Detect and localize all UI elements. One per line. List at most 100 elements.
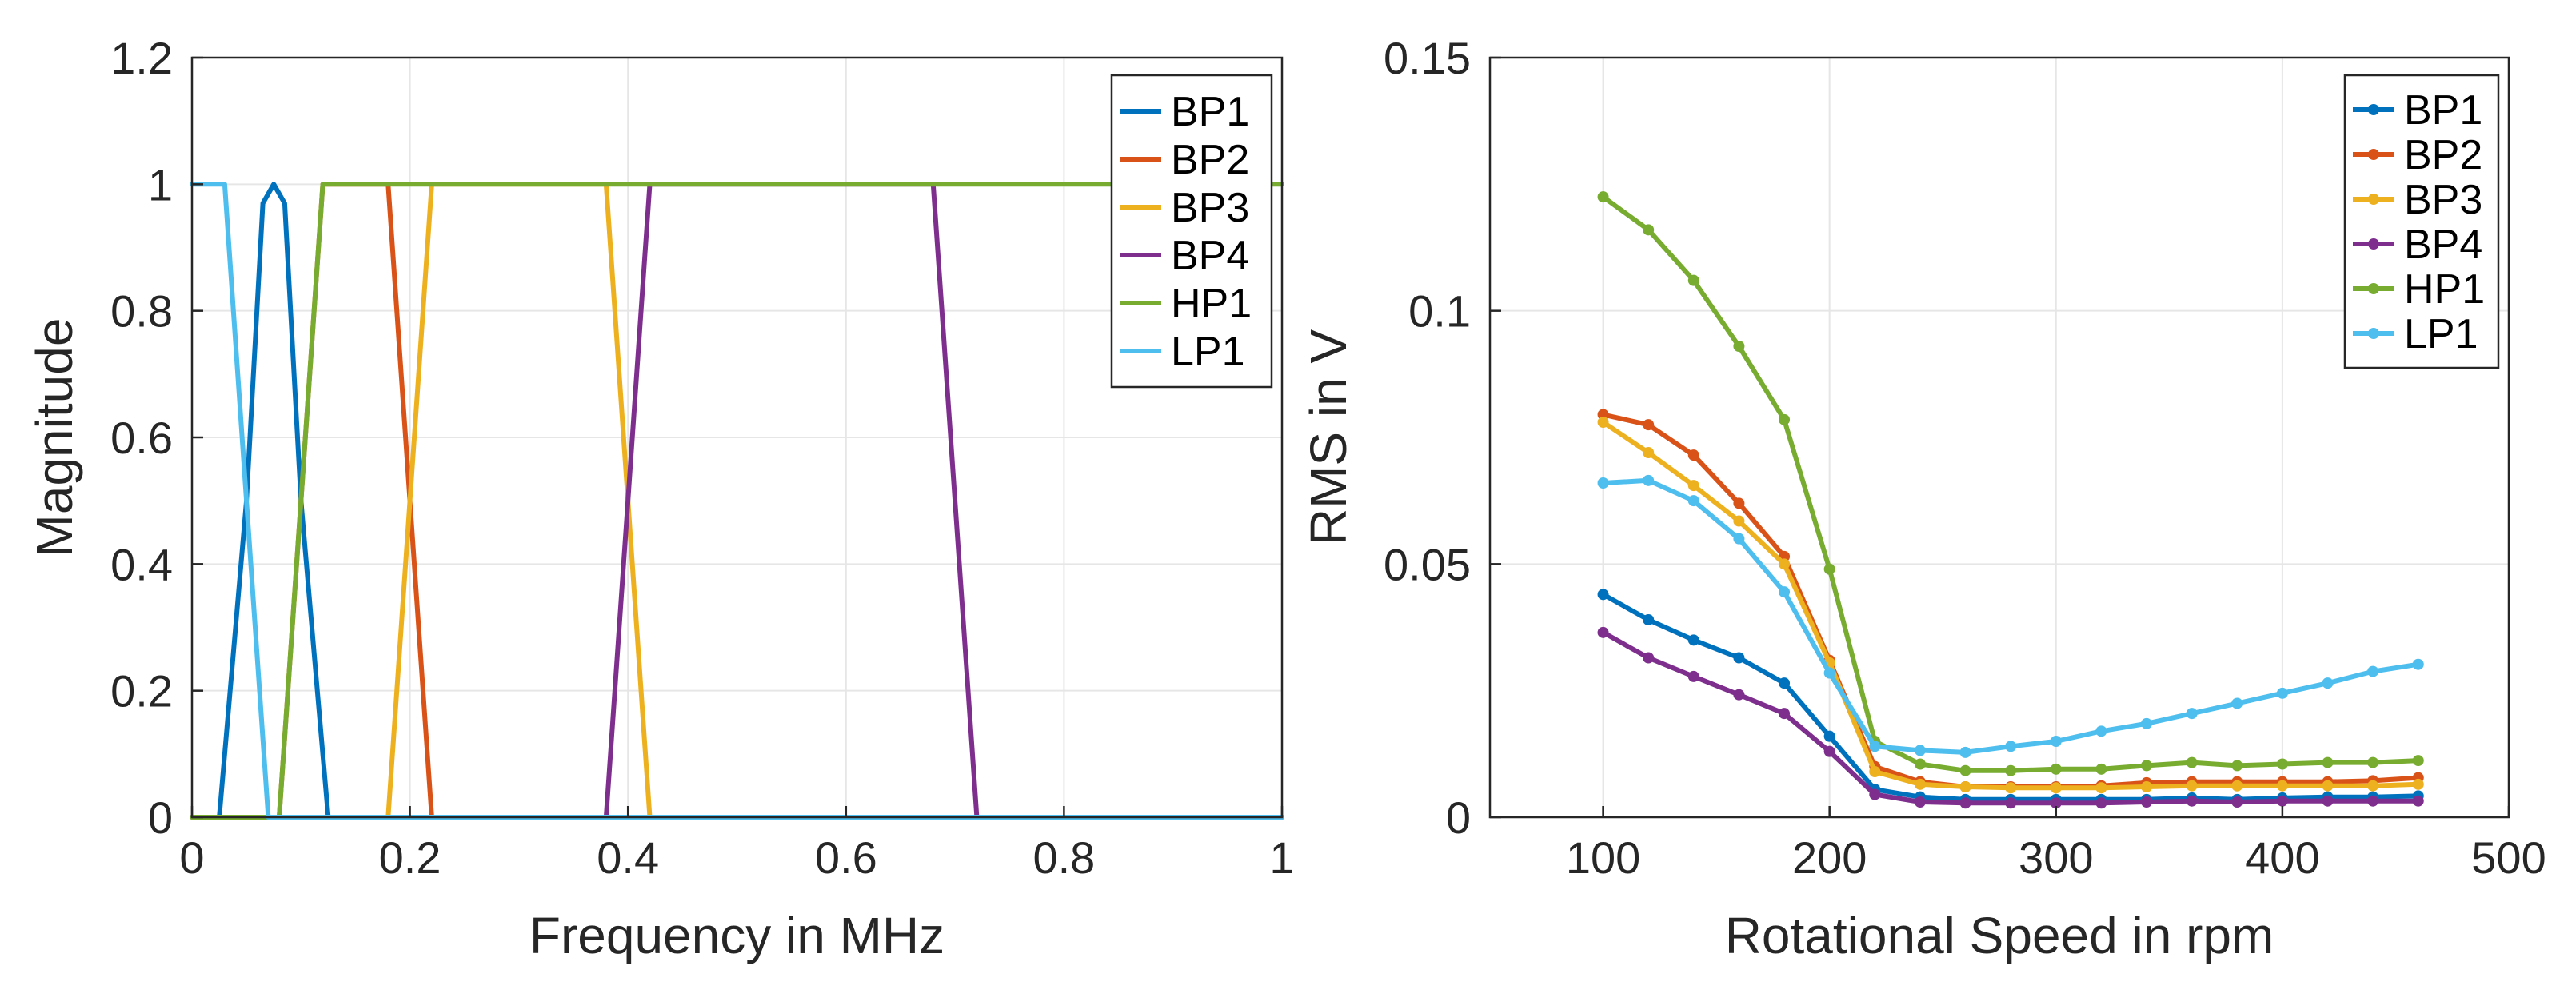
data-point-bp3 bbox=[1959, 781, 1971, 792]
x-tick-label: 200 bbox=[1792, 832, 1867, 883]
data-point-bp4 bbox=[1687, 670, 1699, 682]
data-point-hp1 bbox=[1643, 224, 1655, 236]
data-point-bp4 bbox=[1643, 652, 1655, 664]
data-point-lp1 bbox=[2367, 665, 2379, 677]
legend-marker-hp1 bbox=[2368, 283, 2379, 294]
legend-label-bp3: BP3 bbox=[2404, 177, 2482, 223]
left-tick-labels: 0 0.2 0.4 0.6 0.8 1 0 0.2 0.4 0.6 0.8 1 1.2 bbox=[110, 33, 1294, 883]
legend-label-hp1: HP1 bbox=[2404, 266, 2485, 313]
data-point-bp4 bbox=[2412, 795, 2424, 807]
legend-marker-bp2 bbox=[2368, 149, 2379, 160]
data-point-bp4 bbox=[1779, 708, 1791, 720]
data-point-bp4 bbox=[2186, 795, 2198, 807]
data-point-hp1 bbox=[1687, 274, 1699, 286]
data-point-hp1 bbox=[2412, 755, 2424, 767]
data-point-bp3 bbox=[2186, 780, 2198, 792]
data-point-hp1 bbox=[1733, 341, 1745, 352]
data-point-lp1 bbox=[2095, 725, 2107, 737]
series-line-bp1 bbox=[190, 182, 1284, 820]
data-point-hp1 bbox=[2095, 763, 2107, 775]
data-point-bp2 bbox=[1687, 449, 1699, 461]
data-point-lp1 bbox=[1687, 495, 1699, 507]
data-point-bp3 bbox=[2276, 780, 2288, 792]
data-point-bp1 bbox=[1823, 730, 1835, 742]
y-tick-label: 0 bbox=[148, 792, 173, 843]
data-point-bp4 bbox=[2322, 795, 2334, 807]
y-tick-label: 0 bbox=[1446, 792, 1471, 843]
data-point-lp1 bbox=[2322, 677, 2334, 689]
data-point-hp1 bbox=[2322, 756, 2334, 768]
data-point-lp1 bbox=[1643, 474, 1655, 486]
data-point-bp1 bbox=[1779, 677, 1791, 689]
legend-label-bp3: BP3 bbox=[1171, 185, 1249, 231]
data-point-lp1 bbox=[1823, 667, 1835, 679]
right-x-axis-label: Rotational Speed in rpm bbox=[1725, 907, 2274, 964]
legend-label-bp1: BP1 bbox=[2404, 87, 2482, 134]
y-tick-label: 0.1 bbox=[1408, 286, 1471, 337]
y-tick-label: 1 bbox=[148, 159, 173, 210]
y-tick-label: 0.6 bbox=[110, 413, 173, 463]
legend-label-bp2: BP2 bbox=[1171, 137, 1249, 183]
x-tick-label: 400 bbox=[2245, 832, 2319, 883]
x-tick-label: 500 bbox=[2471, 832, 2546, 883]
data-point-bp4 bbox=[2231, 796, 2243, 808]
legend-box bbox=[2343, 74, 2500, 369]
data-point-bp3 bbox=[1914, 778, 1926, 790]
legend-label-bp4: BP4 bbox=[1171, 233, 1249, 279]
filter-magnitude-chart: 0 0.2 0.4 0.6 0.8 1 0 0.2 0.4 0.6 0.8 1 1.2 Frequenc… bbox=[26, 33, 1295, 964]
data-point-bp4 bbox=[2095, 797, 2107, 809]
data-point-bp4 bbox=[1869, 788, 1881, 800]
legend-label-hp1: HP1 bbox=[1171, 281, 1252, 327]
data-point-bp3 bbox=[1643, 447, 1655, 458]
data-point-bp3 bbox=[2322, 780, 2334, 792]
data-point-bp4 bbox=[2367, 795, 2379, 807]
data-point-lp1 bbox=[1597, 477, 1609, 489]
data-point-lp1 bbox=[2141, 717, 2153, 729]
data-point-hp1 bbox=[2141, 760, 2153, 772]
series-line-hp1 bbox=[1600, 194, 2421, 773]
data-point-bp1 bbox=[1687, 634, 1699, 646]
data-point-lp1 bbox=[1869, 741, 1881, 752]
legend-marker-bp4 bbox=[2368, 238, 2379, 250]
legend-label-bp4: BP4 bbox=[2404, 222, 2482, 268]
data-point-hp1 bbox=[2050, 763, 2062, 775]
legend-label-lp1: LP1 bbox=[2404, 311, 2478, 357]
data-point-bp1 bbox=[1597, 589, 1609, 601]
data-point-bp4 bbox=[1959, 797, 1971, 809]
y-tick-label: 0.05 bbox=[1384, 539, 1471, 589]
data-point-bp3 bbox=[1869, 766, 1881, 777]
data-point-bp1 bbox=[1643, 614, 1655, 625]
y-tick-label: 0.4 bbox=[110, 539, 173, 589]
data-point-lp1 bbox=[2412, 658, 2424, 670]
data-point-lp1 bbox=[2186, 708, 2198, 720]
rms-vs-speed-chart: 100 200 300 400 500 0 0.05 0.1 0.15 Rotational S… bbox=[1300, 33, 2546, 964]
data-point-lp1 bbox=[2005, 741, 2017, 752]
data-point-hp1 bbox=[2231, 760, 2243, 772]
data-point-lp1 bbox=[2050, 736, 2062, 747]
data-point-lp1 bbox=[1733, 533, 1745, 545]
legend-label-bp2: BP2 bbox=[2404, 132, 2482, 178]
data-point-bp3 bbox=[1779, 558, 1791, 570]
data-point-hp1 bbox=[1597, 191, 1609, 203]
legend-marker-bp3 bbox=[2368, 194, 2379, 205]
right-y-axis-label: RMS in V bbox=[1300, 329, 1357, 546]
right-series-lines bbox=[1597, 191, 2424, 809]
x-tick-label: 300 bbox=[2019, 832, 2093, 883]
x-tick-label: 0.2 bbox=[379, 832, 441, 883]
data-point-bp3 bbox=[1733, 515, 1745, 527]
left-series-lines bbox=[190, 182, 1284, 820]
y-tick-label: 1.2 bbox=[110, 33, 173, 83]
data-point-bp3 bbox=[2367, 780, 2379, 792]
data-point-hp1 bbox=[2367, 756, 2379, 768]
data-point-lp1 bbox=[1959, 746, 1971, 758]
data-point-bp3 bbox=[2005, 782, 2017, 794]
data-point-bp4 bbox=[2050, 797, 2062, 809]
data-point-bp3 bbox=[2050, 782, 2062, 794]
data-point-lp1 bbox=[2231, 697, 2243, 709]
data-point-hp1 bbox=[1823, 563, 1835, 575]
series-line-bp2 bbox=[1600, 412, 2421, 789]
data-point-bp4 bbox=[2005, 797, 2017, 809]
left-y-axis-label: Magnitude bbox=[26, 318, 83, 557]
